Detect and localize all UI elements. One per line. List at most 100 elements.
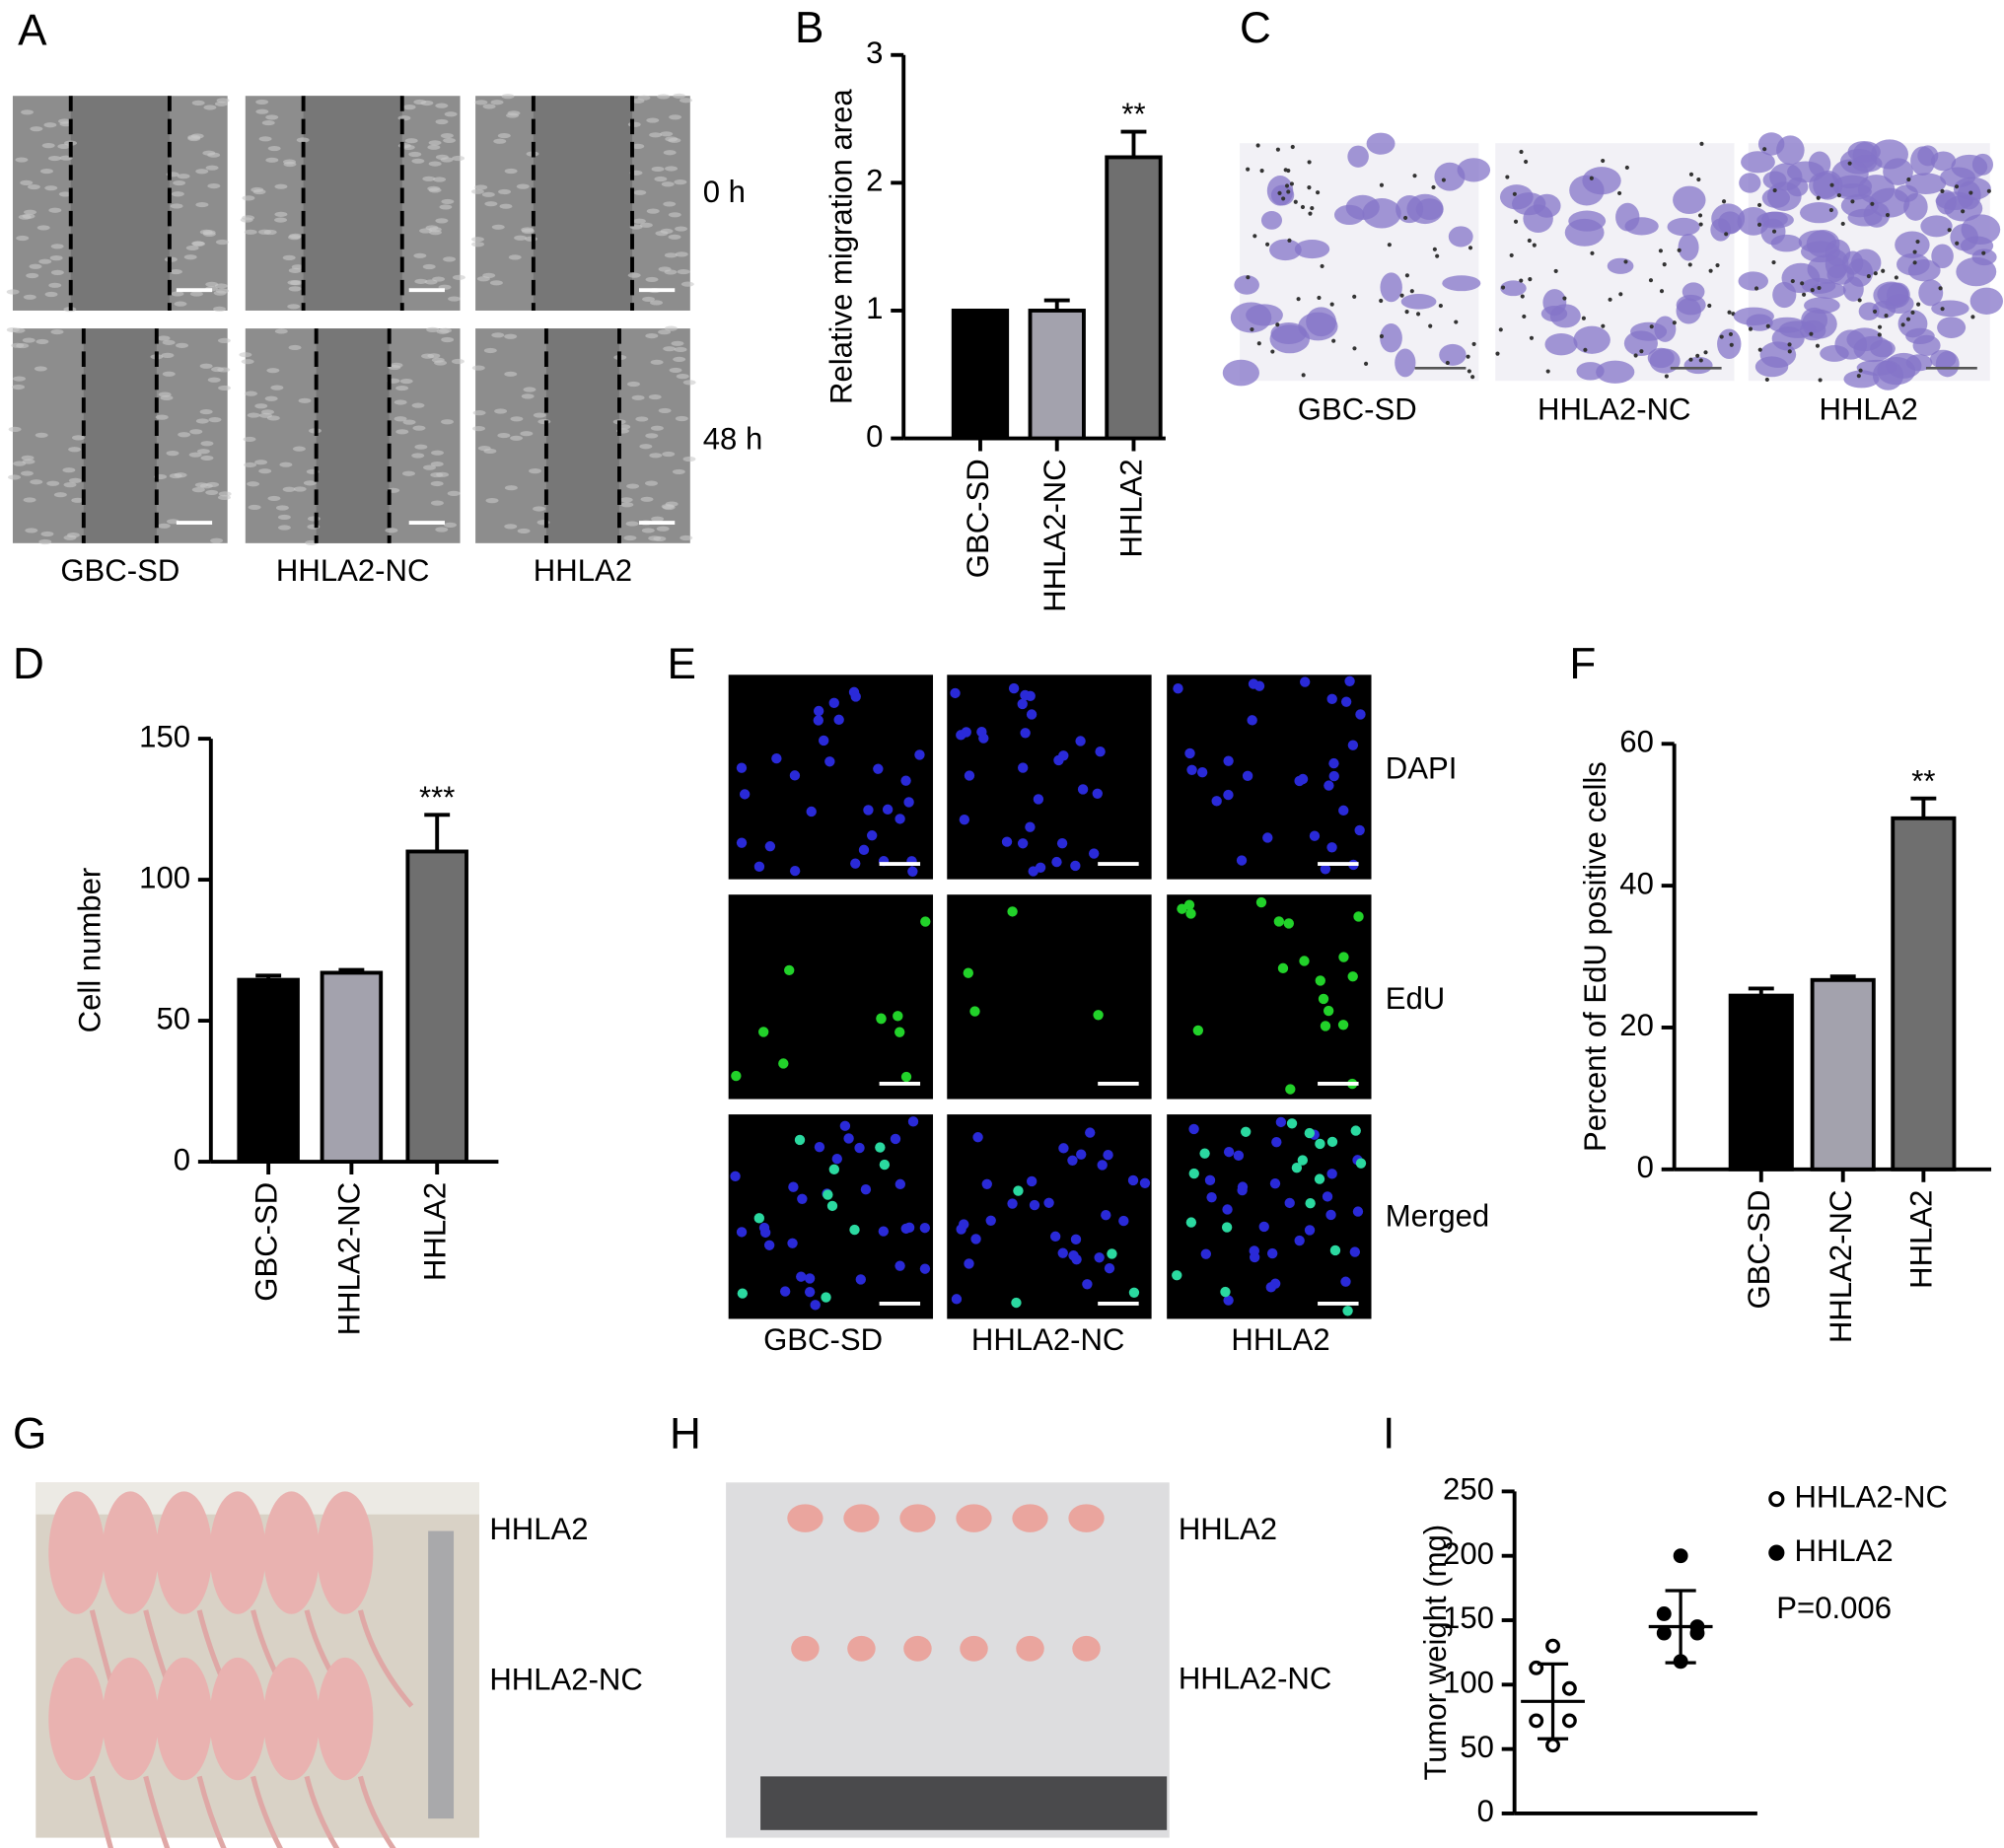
legend-label: HHLA2 xyxy=(1794,1533,1893,1568)
cell xyxy=(441,198,455,205)
y-tick-label: 0 xyxy=(866,419,883,454)
nucleus xyxy=(863,805,874,816)
cell xyxy=(1499,184,1534,210)
cell xyxy=(6,289,20,295)
nucleus xyxy=(1326,1169,1337,1179)
cell xyxy=(71,435,85,441)
nucleus xyxy=(1347,740,1359,750)
cell xyxy=(435,103,449,108)
nucleus xyxy=(1107,1248,1117,1259)
cell xyxy=(1907,258,1941,282)
cell xyxy=(631,143,645,149)
nucleus xyxy=(1222,1204,1233,1215)
cell xyxy=(23,497,36,503)
cell xyxy=(288,344,302,351)
y-tick-label: 0 xyxy=(1637,1150,1654,1184)
nucleus xyxy=(1304,1225,1316,1236)
nucleus xyxy=(1094,1252,1105,1263)
cell xyxy=(1834,329,1868,360)
nucleus xyxy=(1355,709,1366,720)
point xyxy=(1545,1638,1560,1654)
mouse xyxy=(102,1491,159,1614)
cell xyxy=(431,357,445,363)
cell xyxy=(662,504,676,511)
cell xyxy=(443,256,457,262)
nucleus xyxy=(824,756,835,767)
nucleus xyxy=(1344,675,1355,686)
cell xyxy=(6,326,20,333)
cell xyxy=(668,212,681,218)
nucleus xyxy=(890,1133,901,1145)
pore xyxy=(1545,369,1550,374)
cell xyxy=(1863,201,1891,228)
cell xyxy=(50,328,64,335)
pore xyxy=(1512,191,1517,196)
pore xyxy=(1915,239,1920,245)
pore xyxy=(1894,275,1898,280)
nucleus xyxy=(1338,805,1349,817)
pore xyxy=(1756,222,1762,227)
nucleus xyxy=(1075,736,1086,746)
nucleus xyxy=(759,1227,771,1239)
pore xyxy=(1870,201,1875,206)
cell xyxy=(63,482,77,488)
cell xyxy=(36,338,49,345)
photo xyxy=(1167,894,1372,1100)
cell xyxy=(646,208,660,214)
point xyxy=(1656,1606,1672,1621)
cell xyxy=(675,415,688,422)
nucleus xyxy=(900,775,911,786)
cell xyxy=(645,276,659,283)
cell xyxy=(504,485,518,491)
nucleus xyxy=(828,697,839,709)
pore xyxy=(1387,243,1392,248)
nucleus xyxy=(855,1274,866,1285)
cell xyxy=(1222,359,1259,387)
cell xyxy=(30,479,43,485)
pore xyxy=(1877,332,1882,337)
nucleus xyxy=(1318,993,1329,1005)
cell xyxy=(426,326,440,332)
cell xyxy=(664,252,678,258)
cell xyxy=(471,365,485,371)
nucleus xyxy=(1271,1136,1282,1148)
x-tick-label: HHLA2-NC xyxy=(1824,1190,1858,1344)
nucleus xyxy=(1118,1215,1129,1227)
cell xyxy=(1920,215,1953,238)
cell xyxy=(619,497,633,503)
pore xyxy=(1307,160,1312,165)
mouse xyxy=(262,1491,320,1614)
pore xyxy=(1955,241,1960,246)
cell xyxy=(439,327,452,333)
cell xyxy=(49,255,63,261)
ruler xyxy=(760,1776,1168,1830)
cell xyxy=(290,280,304,286)
pore xyxy=(1771,260,1776,265)
nucleus xyxy=(1007,906,1018,917)
cell xyxy=(254,460,268,465)
nucleus xyxy=(736,837,748,848)
x-tick-label: GBC-SD xyxy=(249,1182,283,1302)
cell xyxy=(639,222,653,228)
cell xyxy=(433,177,447,182)
pore xyxy=(1608,297,1612,302)
nucleus xyxy=(771,752,782,764)
nucleus xyxy=(1068,1250,1079,1261)
pore xyxy=(1912,260,1917,265)
nucleus xyxy=(1057,1247,1068,1258)
nucleus xyxy=(1223,789,1234,801)
pore xyxy=(1688,172,1694,177)
point xyxy=(1561,1680,1577,1696)
cell xyxy=(491,224,505,230)
pore xyxy=(1699,141,1704,146)
cell xyxy=(13,376,27,382)
cell xyxy=(504,333,518,339)
nucleus xyxy=(758,1027,769,1037)
nucleus xyxy=(753,1213,765,1224)
cell xyxy=(214,101,228,107)
pore xyxy=(1938,286,1943,291)
pore xyxy=(1764,377,1769,383)
pore xyxy=(1250,326,1254,332)
cell xyxy=(29,263,42,269)
photo xyxy=(1167,675,1372,880)
